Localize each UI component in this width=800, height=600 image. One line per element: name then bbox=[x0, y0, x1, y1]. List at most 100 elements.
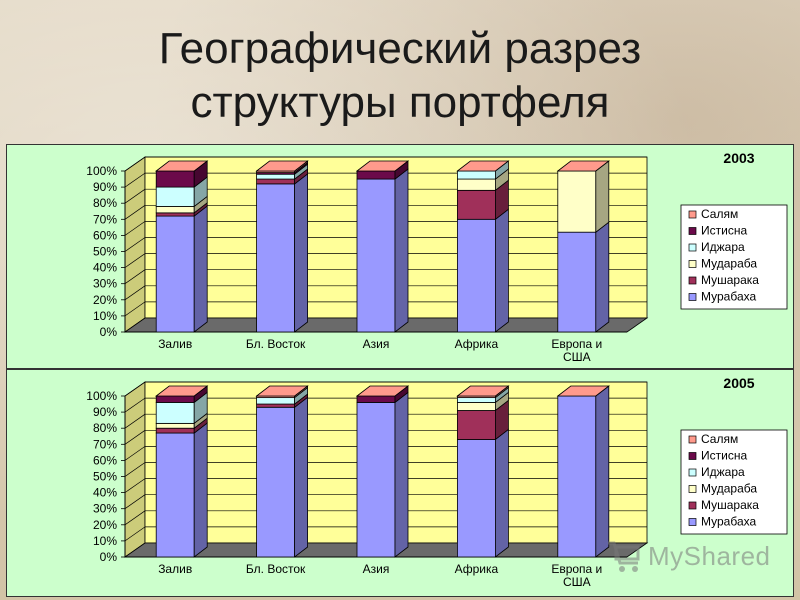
chart-2005-gridline-side bbox=[124, 430, 146, 445]
chart-2005-bar-мурабаха bbox=[356, 402, 396, 558]
chart-2005-bar-мушарака bbox=[155, 427, 195, 434]
chart-2003-legend-swatch bbox=[688, 243, 697, 252]
chart-2003-xtick-label: Залив bbox=[158, 337, 192, 351]
chart-2003-ytick-label: 40% bbox=[93, 261, 117, 275]
chart-2005-title: 2005 bbox=[723, 375, 754, 391]
chart-2005-ytick-label: 60% bbox=[93, 453, 117, 467]
chart-2003-bar-мудараба bbox=[155, 206, 195, 214]
chart-2005-xtick-label: Залив bbox=[158, 562, 192, 576]
chart-2005-bar-иджара bbox=[256, 397, 296, 405]
chart-2005-legend-swatch bbox=[688, 485, 697, 493]
slide-title-line-1: Географический разрез bbox=[158, 24, 642, 73]
chart-2005-ytick-label: 70% bbox=[93, 437, 117, 451]
chart-2005-bar-top-cap bbox=[155, 385, 209, 397]
chart-2005-bar-мушарака bbox=[256, 403, 296, 408]
chart-2003: 0% 10% 20% 30% 40% 50% 60% 70% 80% 90% 100% Залив Бл… bbox=[86, 150, 788, 364]
chart-2005-bar-мурабаха-side bbox=[294, 396, 309, 558]
slide-title: Географический разрез структуры портфеля bbox=[0, 22, 800, 130]
chart-2003-bar-мурабаха-side bbox=[394, 168, 409, 333]
watermark: MyShared bbox=[604, 535, 794, 579]
chart-2003-bar-мурабаха bbox=[557, 231, 597, 333]
chart-2005-bar-мурабаха-side bbox=[595, 385, 610, 558]
chart-2005-legend-swatch bbox=[688, 435, 697, 444]
chart-2005-gridline-side bbox=[124, 478, 146, 493]
chart-2005-legend-label: Мудараба bbox=[701, 482, 757, 496]
chart-2003-legend-label: Истисна bbox=[701, 224, 747, 238]
chart-2003-gridline-side bbox=[124, 237, 146, 252]
chart-2003-legend-swatch bbox=[688, 293, 697, 301]
chart-2003-bar-истисна bbox=[356, 170, 396, 180]
cart-icon bbox=[608, 541, 640, 572]
chart-2005-gridline-side bbox=[124, 446, 146, 461]
chart-2003-legend-swatch bbox=[688, 260, 697, 268]
chart-2003-legend-label: Мудараба bbox=[701, 257, 757, 271]
chart-2003-gridline-side bbox=[124, 301, 146, 317]
chart-2003-legend-label: Мурабаха bbox=[701, 290, 756, 304]
chart-2005-legend-swatch bbox=[688, 501, 697, 510]
chart-2003-bar-мудараба bbox=[557, 170, 597, 233]
chart-2003-legend-swatch bbox=[688, 227, 697, 235]
chart-2003-xtick-label: Азия bbox=[363, 337, 390, 351]
chart-2005-xtick-label: Бл. Восток bbox=[246, 562, 306, 576]
chart-2005-xtick-label: Европа и bbox=[551, 562, 602, 576]
chart-2003-bar-top-cap bbox=[355, 160, 410, 172]
chart-2003-bar-top-cap bbox=[155, 160, 209, 172]
chart-2003-bar-мурабаха bbox=[356, 178, 396, 333]
chart-2005-bar-мудараба bbox=[456, 402, 496, 411]
chart-2003-ytick-label: 70% bbox=[93, 212, 117, 226]
chart-2005-xtick-label: Африка bbox=[455, 562, 499, 576]
chart-2003-gridline-side bbox=[124, 269, 146, 284]
chart-2005-ytick-label: 10% bbox=[93, 534, 117, 548]
chart-2003-bar-top-cap bbox=[255, 160, 309, 172]
chart-2005-gridline-side bbox=[124, 462, 146, 477]
chart-2005-gridline-side bbox=[124, 381, 146, 397]
chart-2005-legend-swatch bbox=[688, 452, 697, 460]
chart-2003-legend bbox=[680, 204, 788, 310]
slide-title-line-2: структуры портфеля bbox=[190, 78, 610, 127]
chart-2005-legend-label: Истисна bbox=[701, 449, 747, 463]
chart-2005-gridline-side bbox=[124, 510, 146, 526]
chart-2005-bar-мудараба bbox=[155, 422, 195, 429]
chart-2003-legend-swatch bbox=[688, 276, 697, 285]
chart-2003-bar-top-cap bbox=[456, 160, 510, 172]
chart-2003-bar-мушарака bbox=[456, 189, 496, 220]
chart-2005-bar-мурабаха-side bbox=[193, 422, 208, 558]
chart-2003-gridline-side bbox=[124, 172, 146, 188]
chart-2005-bar-top-cap bbox=[556, 385, 610, 397]
chart-2003-xtick-label: США bbox=[563, 350, 591, 364]
chart-2005-bar-истисна bbox=[155, 395, 195, 403]
chart-2003-ytick-label: 20% bbox=[93, 293, 117, 307]
chart-2003-legend-swatch bbox=[688, 210, 697, 219]
chart-2003-bar-мурабаха bbox=[456, 218, 496, 333]
chart-2003-legend-label: Салям bbox=[701, 207, 738, 221]
chart-2005: 0% 10% 20% 30% 40% 50% 60% 70% 80% 90% 100% Залив Бл… bbox=[86, 375, 788, 589]
chart-2003-ytick-label: 60% bbox=[93, 228, 117, 242]
chart-2003-bar-иджара bbox=[155, 186, 195, 207]
chart-2003-ytick-label: 0% bbox=[100, 325, 118, 339]
chart-2005-legend-label: Иджара bbox=[701, 465, 745, 479]
chart-2005-bar-мурабаха-side bbox=[394, 391, 409, 558]
chart-2005-legend-label: Мушарака bbox=[701, 498, 759, 512]
chart-2003-ytick-label: 100% bbox=[86, 164, 117, 178]
chart-2005-bar-иджара bbox=[155, 402, 195, 424]
chart-2003-bar-истисна bbox=[155, 170, 195, 188]
chart-2003-bar-мурабаха bbox=[155, 215, 195, 333]
chart-2003-xtick-label: Европа и bbox=[551, 337, 602, 351]
chart-2005-bar-top-cap bbox=[456, 385, 510, 397]
chart-2003-bar-мурабаха-side bbox=[494, 208, 509, 333]
chart-2005-ytick-label: 30% bbox=[93, 502, 117, 516]
chart-2005-legend bbox=[680, 429, 788, 535]
chart-2003-legend-label: Иджара bbox=[701, 240, 745, 254]
chart-2003-bar-мурабаха-side bbox=[193, 205, 208, 333]
chart-panel-2003: 0% 10% 20% 30% 40% 50% 60% 70% 80% 90% 100% Залив Бл… bbox=[6, 144, 794, 369]
chart-2005-bar-top-cap bbox=[355, 385, 410, 397]
chart-2005-bar-истисна bbox=[356, 395, 396, 403]
chart-2003-gridline-side bbox=[124, 285, 146, 301]
chart-2003-ytick-label: 90% bbox=[93, 180, 117, 194]
chart-2005-bar-мурабаха bbox=[456, 439, 496, 558]
chart-2005-bar-мурабаха bbox=[557, 395, 597, 558]
chart-2005-ytick-label: 50% bbox=[93, 470, 117, 484]
chart-2003-gridline-side bbox=[124, 221, 146, 236]
chart-2005-ytick-label: 20% bbox=[93, 518, 117, 532]
chart-2005-ytick-label: 40% bbox=[93, 486, 117, 500]
